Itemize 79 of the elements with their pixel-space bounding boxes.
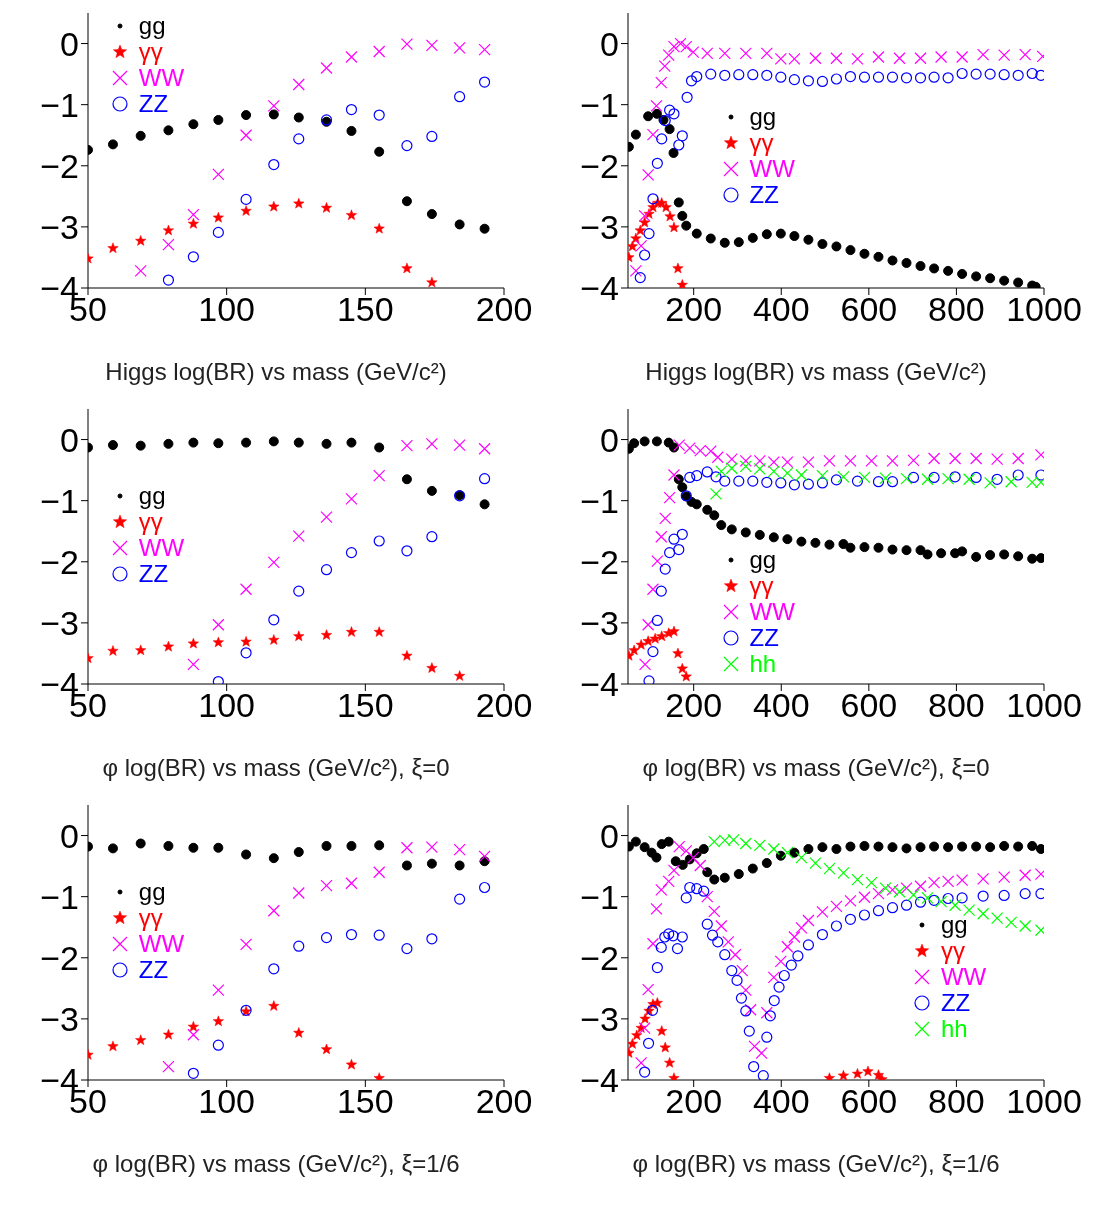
y-tick-label: −2 [580,146,619,185]
legend-label: ZZ [138,956,169,984]
y-tick-label: −4 [580,1061,619,1100]
legend-label: ZZ [749,623,779,651]
legend-label: gg [138,482,166,510]
x-tick-label: 200 [475,290,533,329]
x-tick-label: 600 [840,686,898,725]
x-tick-label: 400 [752,290,810,329]
y-tick-label: 0 [600,816,619,855]
legend-label: ZZ [749,180,779,208]
legend-label: γγ [138,508,163,536]
y-tick-label: −2 [40,938,79,977]
y-tick-label: −3 [580,603,619,642]
y-tick-label: −1 [40,877,79,916]
legend-label: WW [138,930,185,958]
x-tick-label: 100 [198,686,256,725]
y-tick-label: −3 [580,999,619,1038]
y-tick-label: −3 [40,999,79,1038]
y-tick-label: −2 [40,146,79,185]
x-tick-label: 200 [665,290,723,329]
y-tick-label: −4 [580,269,619,308]
y-tick-label: −1 [580,877,619,916]
x-tick-label: 800 [928,290,985,329]
y-tick-label: −3 [40,603,79,642]
y-tick-label: −3 [40,207,79,246]
y-tick-label: −2 [580,938,619,977]
y-tick-label: 0 [600,24,619,63]
x-tick-label: 400 [752,1082,810,1121]
y-tick-label: 0 [600,420,619,459]
x-tick-label: 1000 [1006,1082,1082,1121]
x-tick-label: 800 [928,686,985,725]
x-tick-label: 150 [336,686,394,725]
legend-label: gg [138,878,166,906]
x-tick-label: 1000 [1006,290,1082,329]
x-axis-title: φ log(BR) vs mass (GeV/c²), ξ=1/6 [91,1150,461,1178]
x-tick-label: 200 [665,1082,723,1121]
legend-label: hh [940,1015,968,1043]
x-tick-label: 200 [475,686,533,725]
x-tick-label: 150 [336,1082,394,1121]
x-axis-title: φ log(BR) vs mass (GeV/c²), ξ=0 [641,754,991,782]
legend-label: gg [749,545,777,573]
y-tick-label: 0 [60,24,79,63]
legend-label: γγ [138,904,163,932]
y-tick-label: −4 [580,665,619,704]
legend-label: ZZ [138,90,169,117]
legend-label: γγ [138,38,163,65]
x-tick-label: 100 [198,1082,256,1121]
y-tick-label: −2 [580,542,619,581]
y-tick-label: −3 [580,207,619,246]
y-tick-label: −1 [580,85,619,124]
legend-label: WW [138,64,185,91]
legend-label: gg [138,12,166,39]
legend-label: ZZ [138,560,169,588]
x-tick-label: 400 [752,686,810,725]
legend-label: γγ [940,937,965,965]
y-tick-label: 0 [60,420,79,459]
x-tick-label: 200 [665,686,723,725]
y-tick-label: −2 [40,542,79,581]
legend-label: ZZ [940,989,971,1017]
legend-label: WW [138,534,185,562]
y-tick-label: 0 [60,816,79,855]
legend-label: gg [940,911,968,939]
x-axis-title: Higgs log(BR) vs mass (GeV/c²) [104,358,448,386]
x-tick-label: 600 [840,290,898,329]
x-tick-label: 150 [336,290,394,329]
x-tick-label: 200 [475,1082,533,1121]
legend-label: hh [749,649,777,677]
legend-label: gg [749,102,777,130]
x-axis-title: Higgs log(BR) vs mass (GeV/c²) [644,358,988,386]
legend-label: WW [940,963,987,991]
x-tick-label: 600 [840,1082,898,1121]
x-axis-title: φ log(BR) vs mass (GeV/c²), ξ=1/6 [631,1150,1001,1178]
x-tick-label: 1000 [1006,686,1082,725]
y-tick-label: −1 [40,481,79,520]
x-tick-label: 100 [198,290,256,329]
y-tick-label: −1 [40,85,79,124]
x-tick-label: 800 [928,1082,985,1121]
y-tick-label: −1 [580,481,619,520]
x-axis-title: φ log(BR) vs mass (GeV/c²), ξ=0 [101,754,451,782]
